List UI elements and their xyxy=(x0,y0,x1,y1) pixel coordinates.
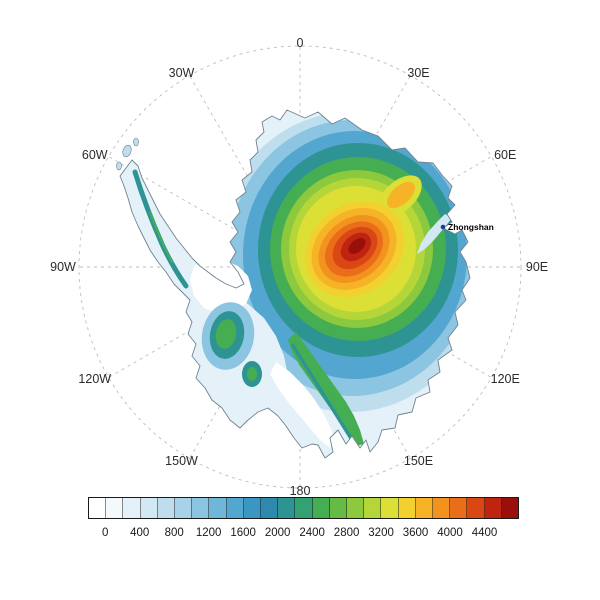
station-marker xyxy=(440,224,446,230)
station-label: Zhongshan xyxy=(448,222,494,232)
peninsula-ridge xyxy=(149,211,173,263)
colorbar-cell xyxy=(433,498,451,518)
dome-summit xyxy=(348,238,366,254)
colorbar-tick-label: 1600 xyxy=(230,527,256,539)
graticule-outer-circle xyxy=(78,45,522,489)
colorbar-cell xyxy=(278,498,296,518)
colorbar-cell xyxy=(450,498,468,518)
contour-band xyxy=(387,181,415,209)
meridian-label-180: 180 xyxy=(289,484,311,498)
colorbar-cell xyxy=(157,498,176,518)
colorbar-tick-label: 2000 xyxy=(264,527,291,539)
meridian-label-30W: 30W xyxy=(168,66,195,80)
colorbar-cell xyxy=(415,498,434,518)
island xyxy=(122,144,132,158)
colorbar-cell xyxy=(123,498,141,518)
colorbar-tick-label: 3200 xyxy=(368,527,394,539)
colorbar-tick-label: 4400 xyxy=(471,527,498,539)
transantarctic-band xyxy=(288,332,364,446)
meridian-label-120W: 120W xyxy=(78,372,112,386)
colorbar-cell xyxy=(209,498,227,518)
transantarctic-edge xyxy=(290,343,354,441)
ross-ice-shelf xyxy=(270,362,334,448)
colorbar-cell xyxy=(295,498,313,518)
colorbar-cell xyxy=(312,498,330,518)
colorbar-tick-label: 800 xyxy=(164,527,184,539)
colorbar-cell xyxy=(484,498,502,518)
colorbar-tick-label: 2400 xyxy=(299,527,325,539)
meridian-label-60W: 60W xyxy=(81,148,108,162)
meridian-label-120E: 120E xyxy=(490,372,520,386)
island xyxy=(133,137,139,147)
colorbar-cell xyxy=(501,498,519,518)
meridian-label-150W: 150W xyxy=(165,453,198,468)
colorbar-cell xyxy=(243,498,262,518)
colorbar-cell xyxy=(398,498,416,518)
colorbar-tick-label: 1200 xyxy=(195,527,222,539)
island xyxy=(116,161,122,171)
colorbar-cell xyxy=(175,498,193,518)
colorbar-cell xyxy=(89,498,107,518)
colorbar-cell xyxy=(106,498,124,518)
colorbar-cell xyxy=(226,498,244,518)
colorbar-cell xyxy=(467,498,485,518)
colorbar-cell xyxy=(364,498,382,518)
colorbar-cell xyxy=(347,498,365,518)
west-highland-band xyxy=(215,319,237,349)
colorbar-tick-label: 400 xyxy=(130,527,150,539)
amery-ice-shelf xyxy=(417,214,452,254)
meridian-label-90W: 90W xyxy=(50,260,76,274)
meridian-label-90E: 90E xyxy=(525,260,549,274)
colorbar-cell xyxy=(329,498,348,518)
colorbar-cell xyxy=(140,498,158,518)
colorbar-tick-label: 2800 xyxy=(333,527,360,539)
colorbar-tick-label: 0 xyxy=(102,527,109,539)
colorbar xyxy=(88,497,519,519)
colorbar-tick-label: 3600 xyxy=(402,527,429,539)
meridian-label-30E: 30E xyxy=(407,66,430,80)
colorbar-ticks: 0 400 800 1200 1600 2000 2400 2800 3200 3600 4000 4… xyxy=(88,527,519,543)
colorbar-tick-label: 4000 xyxy=(437,527,463,539)
meridian-label-0: 0 xyxy=(296,36,304,50)
colorbar-cell xyxy=(261,498,279,518)
meridian-label-150E: 150E xyxy=(403,453,434,468)
meridian-label-60E: 60E xyxy=(494,148,517,162)
colorbar-cell xyxy=(381,498,399,518)
coastline xyxy=(119,109,471,459)
west-highland-band xyxy=(247,367,257,381)
colorbar-cell xyxy=(192,498,210,518)
